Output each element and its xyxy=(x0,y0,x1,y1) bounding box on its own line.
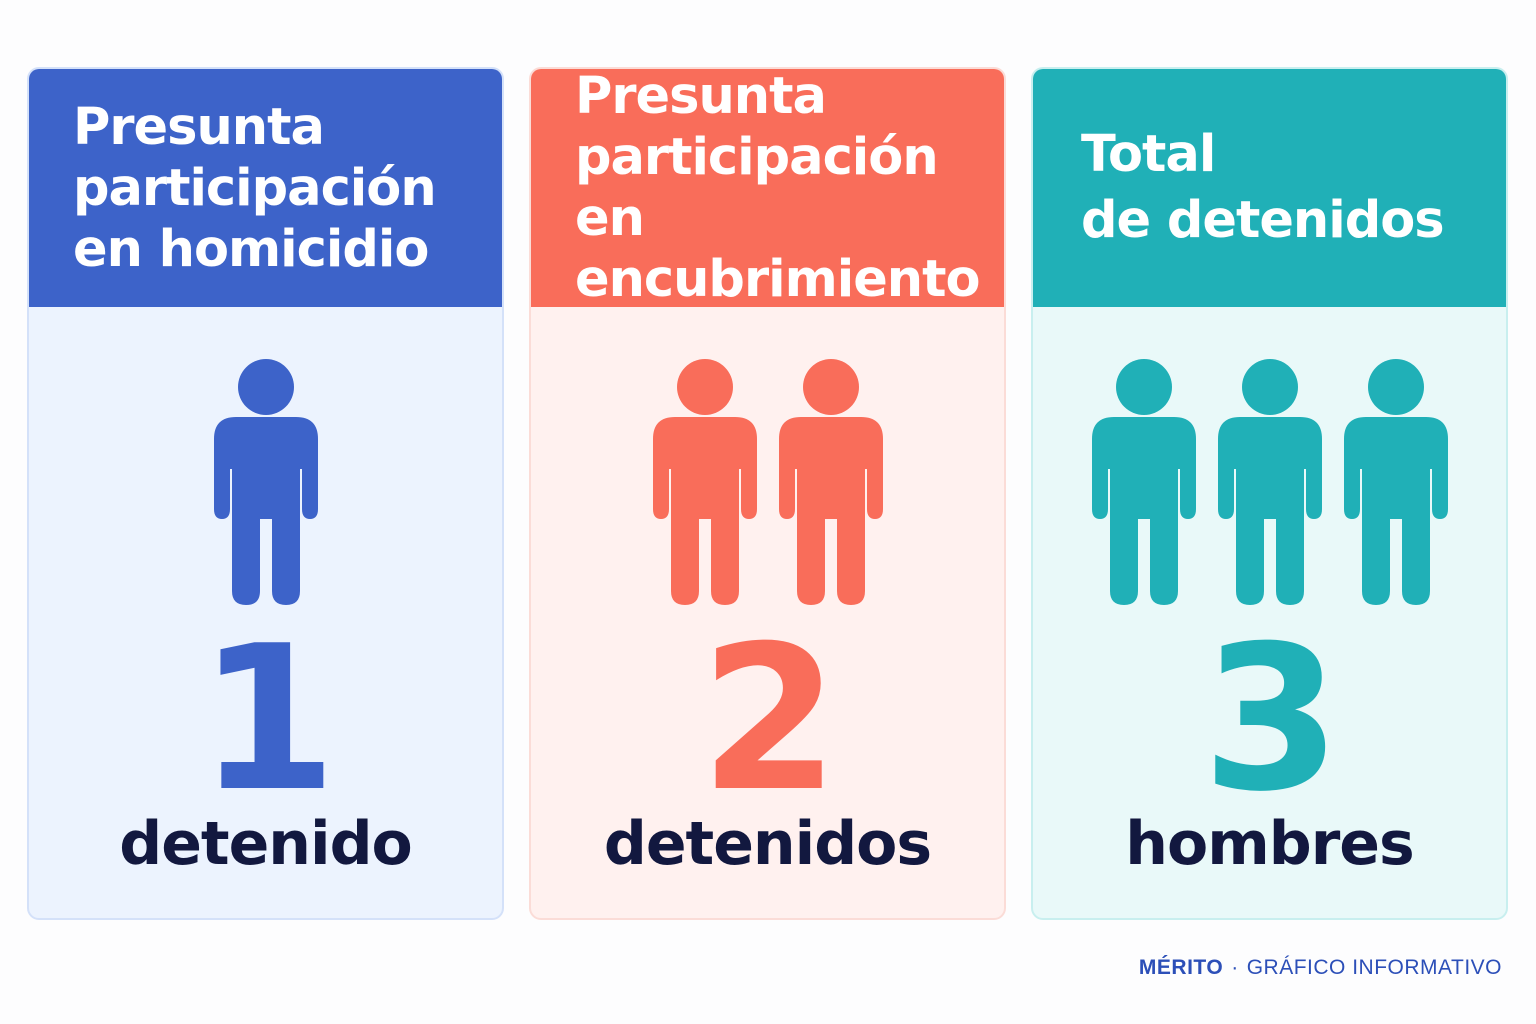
person-icon xyxy=(778,359,883,605)
card-title: Presunta participación en encubrimiento xyxy=(575,67,981,309)
card-header: Presunta participación en encubrimiento xyxy=(531,67,1004,309)
brand-name: MÉRITO xyxy=(1138,956,1224,979)
card-homicidio: Presunta participación en homicidio 1 de… xyxy=(27,67,504,920)
footer-separator: · xyxy=(1231,956,1239,979)
card-header: Total de detenidos xyxy=(1033,69,1506,307)
footer-credit: MÉRITO · GRÁFICO INFORMATIVO xyxy=(1139,955,1502,981)
count-number: 2 xyxy=(699,603,839,836)
count-number: 3 xyxy=(1201,603,1341,836)
person-icons xyxy=(1033,359,1506,607)
person-icons xyxy=(29,359,502,607)
person-icon xyxy=(1217,359,1322,605)
count-number: 1 xyxy=(197,603,337,836)
person-icon xyxy=(1343,359,1448,605)
person-icons xyxy=(531,359,1004,607)
card-header: Presunta participación en homicidio xyxy=(29,69,502,307)
count-unit: detenido xyxy=(119,809,412,879)
card-title: Total de detenidos xyxy=(1081,125,1445,250)
person-icon xyxy=(1091,359,1196,605)
person-icon xyxy=(652,359,757,605)
card-total: Total de detenidos 3 hombres xyxy=(1031,67,1508,920)
footer-label: GRÁFICO INFORMATIVO xyxy=(1246,956,1502,979)
count-unit: detenidos xyxy=(603,809,932,879)
count-unit: hombres xyxy=(1125,809,1414,879)
card-encubrimiento: Presunta participación en encubrimiento … xyxy=(529,67,1006,920)
card-title: Presunta participación en homicidio xyxy=(73,97,437,279)
person-icon xyxy=(213,359,318,605)
